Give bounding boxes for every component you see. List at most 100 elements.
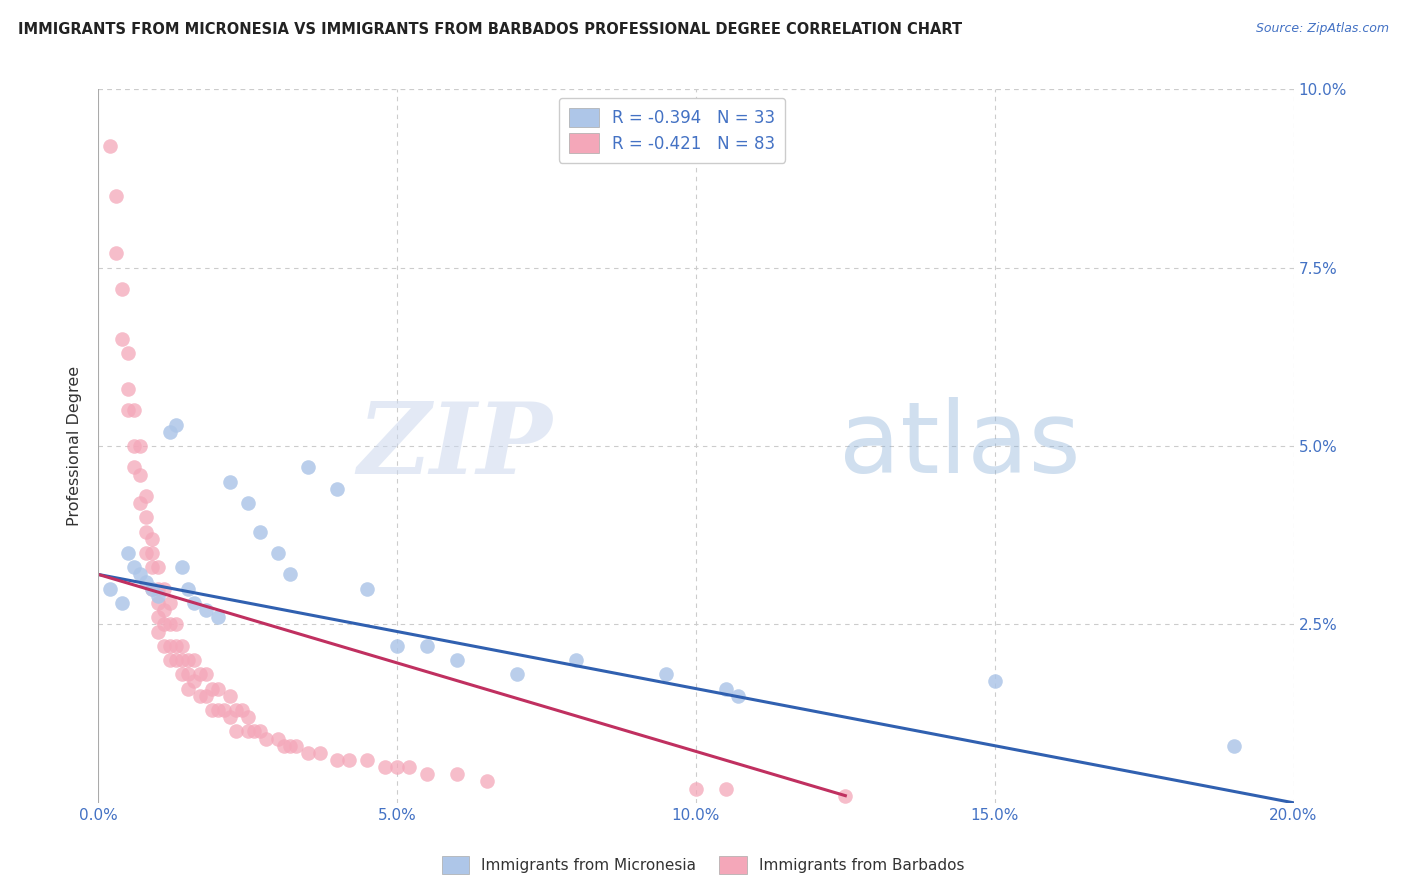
Point [267,546,290,560]
Point [249,524,271,539]
Point [177,667,200,681]
Point [124,403,146,417]
Point [153,617,176,632]
Point [135,524,157,539]
Point [506,667,529,681]
Point [124,460,146,475]
Point [416,639,439,653]
Point [159,617,181,632]
Point [201,681,224,696]
Point [655,667,678,681]
Point [177,653,200,667]
Point [148,610,170,624]
Point [148,560,170,574]
Point [141,532,163,546]
Point [148,624,170,639]
Point [243,724,266,739]
Point [159,653,181,667]
Point [159,425,181,439]
Point [117,346,139,360]
Point [727,689,749,703]
Point [326,753,349,767]
Legend: Immigrants from Micronesia, Immigrants from Barbados: Immigrants from Micronesia, Immigrants f… [436,850,970,880]
Point [225,724,247,739]
Point [111,596,134,610]
Point [195,667,218,681]
Point [183,674,205,689]
Point [278,567,301,582]
Point [219,689,242,703]
Text: Source: ZipAtlas.com: Source: ZipAtlas.com [1256,22,1389,36]
Text: ZIP: ZIP [357,398,553,494]
Point [183,653,205,667]
Point [148,596,170,610]
Point [129,567,152,582]
Point [201,703,224,717]
Point [165,617,187,632]
Point [141,582,163,596]
Point [148,589,170,603]
Point [98,139,122,153]
Point [207,681,229,696]
Point [475,774,498,789]
Point [195,603,218,617]
Point [225,703,247,717]
Point [172,560,194,574]
Point [111,282,134,296]
Point [141,582,163,596]
Point [172,639,194,653]
Point [207,703,229,717]
Point [159,639,181,653]
Point [385,760,409,774]
Point [124,439,146,453]
Point [177,681,200,696]
Point [111,332,134,346]
Point [356,753,378,767]
Point [153,582,176,596]
Point [172,667,194,681]
Point [249,724,271,739]
Point [236,710,259,724]
Point [356,582,378,596]
Point [231,703,253,717]
Point [398,760,420,774]
Point [117,382,139,396]
Point [153,639,176,653]
Point [219,475,242,489]
Point [135,546,157,560]
Point [297,460,319,475]
Point [105,246,128,260]
Point [308,746,330,760]
Point [148,582,170,596]
Point [129,496,152,510]
Point [267,731,290,746]
Point [135,489,157,503]
Point [98,582,122,596]
Point [105,189,128,203]
Point [254,731,277,746]
Point [984,674,1007,689]
Point [339,753,361,767]
Point [117,546,139,560]
Point [374,760,396,774]
Point [212,703,235,717]
Point [685,781,707,796]
Point [141,560,163,574]
Point [135,510,157,524]
Text: IMMIGRANTS FROM MICRONESIA VS IMMIGRANTS FROM BARBADOS PROFESSIONAL DEGREE CORRE: IMMIGRANTS FROM MICRONESIA VS IMMIGRANTS… [18,22,962,37]
Point [135,574,157,589]
Point [236,496,259,510]
Point [207,610,229,624]
Point [565,653,588,667]
Point [834,789,856,803]
Point [416,767,439,781]
Point [385,639,409,653]
Point [284,739,307,753]
Point [165,417,187,432]
Point [195,689,218,703]
Point [172,653,194,667]
Point [297,746,319,760]
Point [273,739,295,753]
Point [183,596,205,610]
Point [124,560,146,574]
